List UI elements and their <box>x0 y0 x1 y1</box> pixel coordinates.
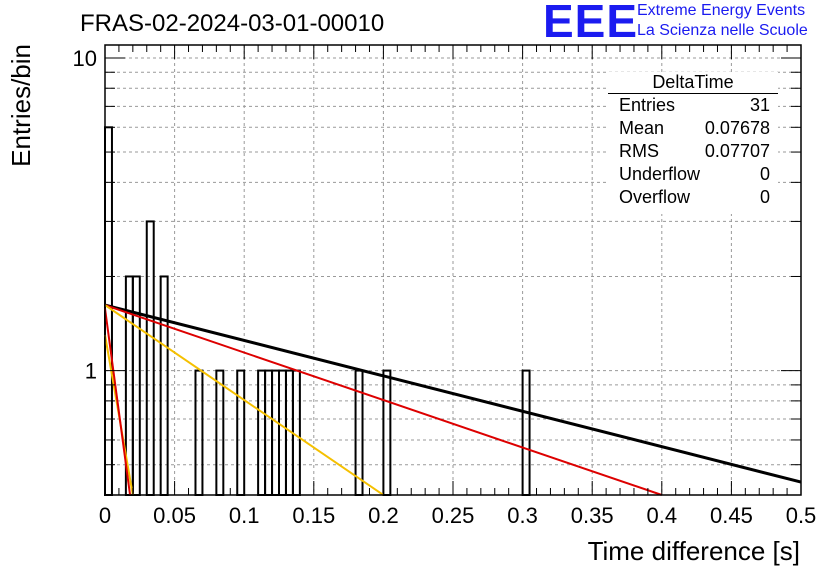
stats-row: RMS 0.07707 <box>608 140 778 163</box>
x-tick-label: 0.3 <box>507 503 538 528</box>
x-tick-label: 0 <box>99 503 111 528</box>
x-tick-label: 0.25 <box>432 503 475 528</box>
x-tick-label: 0.15 <box>292 503 335 528</box>
stats-label: Overflow <box>619 187 691 207</box>
stats-value: 0.07678 <box>704 118 770 138</box>
y-tick-label: 10 <box>73 46 97 71</box>
histogram-bar <box>159 275 169 496</box>
axis-ticks <box>104 45 802 495</box>
x-tick-label: 0.1 <box>229 503 260 528</box>
histogram-bar <box>215 369 225 496</box>
stats-label: Entries <box>619 95 676 115</box>
stats-title: DeltaTime <box>608 72 778 94</box>
fit-lines <box>104 303 802 496</box>
histogram-bar <box>257 369 267 496</box>
y-tick-label: 1 <box>85 359 97 384</box>
stats-value: 0 <box>759 164 770 184</box>
stats-label: Underflow <box>619 164 701 184</box>
x-tick-label: 0.45 <box>710 503 753 528</box>
y-axis-label: Entries/bin <box>6 44 36 167</box>
histogram-bar <box>236 369 246 496</box>
histogram-bar <box>145 220 155 497</box>
y-tick-labels: 1 10 <box>73 46 97 384</box>
logo-line-1: Extreme Energy Events <box>637 2 806 19</box>
stats-box: DeltaTime Entries 31 Mean 0.07678 RMS 0.… <box>608 72 778 214</box>
histogram-bar <box>271 369 281 496</box>
stats-value: 0.07707 <box>704 141 770 161</box>
stats-value: 0 <box>759 187 770 207</box>
x-tick-label: 0.5 <box>786 503 817 528</box>
fit-line <box>104 303 802 484</box>
histogram-bar <box>264 369 274 496</box>
x-tick-label: 0.4 <box>647 503 678 528</box>
histogram-bar <box>131 275 141 496</box>
x-tick-labels: 0 0.05 0.1 0.15 0.2 0.25 0.3 0.35 0.4 0.45 0.5 <box>99 503 816 528</box>
stats-row: Overflow 0 <box>608 186 778 209</box>
histogram-bar <box>278 369 287 496</box>
stats-row: Underflow 0 <box>608 163 778 186</box>
chart-title: FRAS-02-2024-03-01-00010 <box>80 10 385 37</box>
x-axis-label: Time difference [s] <box>588 536 800 566</box>
fit-line <box>104 304 663 496</box>
stats-row: Entries 31 <box>608 94 778 117</box>
stats-row: Mean 0.07678 <box>608 117 778 140</box>
stats-value: 31 <box>749 95 770 115</box>
logo-line-2: La Scienza nelle Scuole <box>637 22 808 39</box>
x-tick-label: 0.35 <box>571 503 614 528</box>
fit-line <box>104 308 132 496</box>
histogram-bar <box>521 369 531 496</box>
fit-line <box>104 304 384 496</box>
stats-label: RMS <box>619 141 659 161</box>
stats-label: Mean <box>619 118 665 138</box>
logo-mark: EEE <box>543 0 639 47</box>
eee-logo: EEE Extreme Energy Events La Scienza nel… <box>543 0 833 47</box>
histogram-bar <box>382 369 392 496</box>
x-tick-label: 0.05 <box>153 503 196 528</box>
histogram-bar <box>194 369 204 496</box>
x-tick-label: 0.2 <box>368 503 399 528</box>
